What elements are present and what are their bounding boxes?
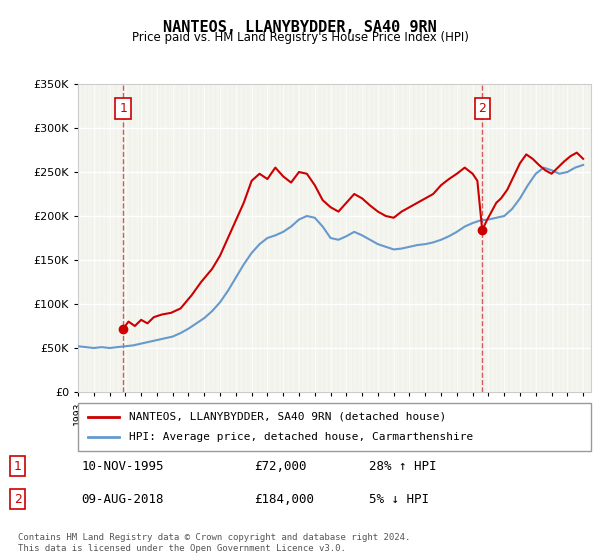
FancyBboxPatch shape: [78, 403, 591, 451]
Text: 10-NOV-1995: 10-NOV-1995: [81, 460, 164, 473]
Text: Price paid vs. HM Land Registry's House Price Index (HPI): Price paid vs. HM Land Registry's House …: [131, 31, 469, 44]
Text: 28% ↑ HPI: 28% ↑ HPI: [369, 460, 437, 473]
Text: 1: 1: [119, 102, 127, 115]
Text: £72,000: £72,000: [254, 460, 307, 473]
Text: £184,000: £184,000: [254, 493, 314, 506]
Text: HPI: Average price, detached house, Carmarthenshire: HPI: Average price, detached house, Carm…: [130, 432, 473, 442]
Text: NANTEOS, LLANYBYDDER, SA40 9RN: NANTEOS, LLANYBYDDER, SA40 9RN: [163, 20, 437, 35]
Text: 5% ↓ HPI: 5% ↓ HPI: [369, 493, 429, 506]
Text: 09-AUG-2018: 09-AUG-2018: [81, 493, 164, 506]
Text: 2: 2: [478, 102, 486, 115]
Text: 1: 1: [14, 460, 22, 473]
Text: Contains HM Land Registry data © Crown copyright and database right 2024.
This d: Contains HM Land Registry data © Crown c…: [18, 533, 410, 553]
Text: 2: 2: [14, 493, 22, 506]
Text: NANTEOS, LLANYBYDDER, SA40 9RN (detached house): NANTEOS, LLANYBYDDER, SA40 9RN (detached…: [130, 412, 446, 422]
